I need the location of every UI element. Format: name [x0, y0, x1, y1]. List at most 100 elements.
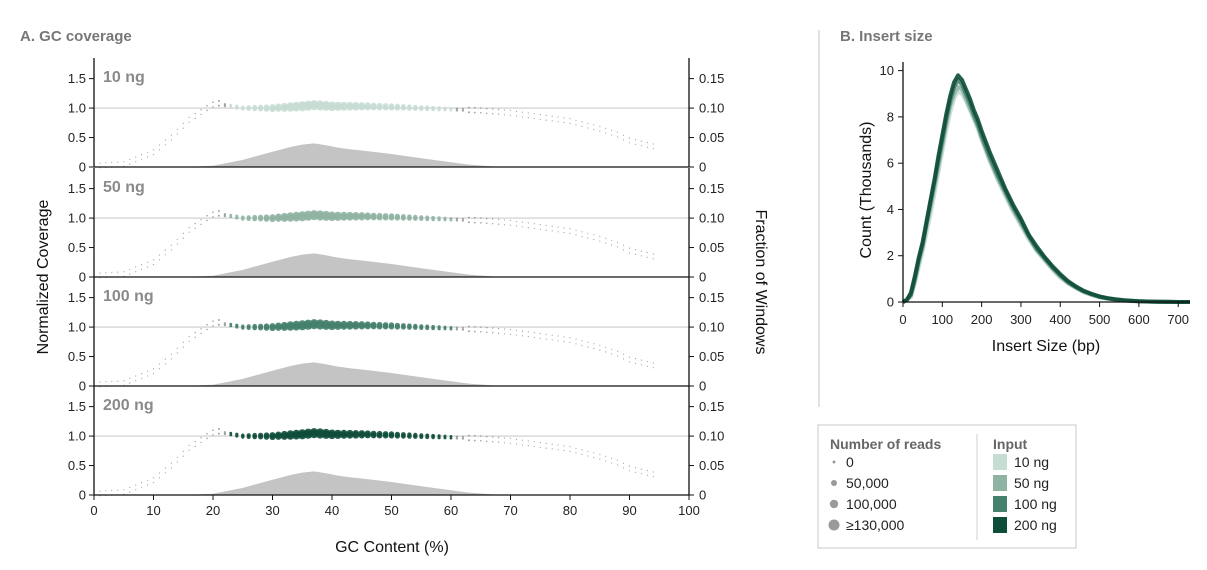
coverage-point [455, 219, 459, 222]
coverage-point [370, 430, 377, 437]
coverage-point [509, 333, 512, 335]
coverage-point [480, 107, 482, 109]
coverage-point [515, 115, 518, 117]
coverage-point [461, 217, 464, 220]
gc-y-tick-label-right: 0 [699, 488, 706, 503]
coverage-point [533, 223, 535, 225]
legend-reads-label: ≥130,000 [846, 517, 905, 533]
coverage-point [587, 455, 589, 457]
gc-y-tick-label-right: 0 [699, 379, 706, 394]
coverage-point [527, 117, 529, 119]
coverage-point [141, 377, 143, 379]
coverage-point [569, 341, 571, 343]
coverage-point [563, 341, 565, 343]
coverage-point [158, 477, 160, 479]
coverage-point [364, 430, 371, 437]
coverage-point [223, 213, 227, 216]
coverage-point [455, 217, 459, 220]
coverage-point [147, 266, 149, 268]
coverage-point [545, 229, 547, 231]
coverage-point [551, 115, 553, 117]
coverage-point [473, 221, 476, 224]
legend-box [817, 424, 1077, 549]
coverage-point [269, 432, 276, 439]
coverage-point [352, 321, 360, 328]
coverage-point [123, 489, 125, 491]
coverage-point [533, 336, 535, 339]
coverage-point [407, 432, 412, 438]
gc-coverage-title: A. GC coverage [20, 28, 132, 45]
coverage-point [551, 230, 553, 232]
coverage-point [599, 344, 601, 346]
coverage-point [188, 226, 190, 229]
coverage-point [135, 380, 137, 382]
coverage-point [497, 332, 500, 334]
insert-y-tick-label: 0 [887, 295, 894, 310]
coverage-point [241, 324, 245, 328]
coverage-point [467, 439, 470, 442]
gc-y-tick-label-right: 0.10 [699, 211, 724, 226]
coverage-point [443, 106, 447, 110]
coverage-point [497, 108, 500, 111]
coverage-point [485, 222, 488, 225]
coverage-point [557, 116, 559, 118]
coverage-point [135, 375, 137, 377]
coverage-point [503, 437, 506, 439]
coverage-point [413, 432, 418, 438]
coverage-point [223, 103, 227, 106]
coverage-point [340, 101, 348, 109]
coverage-point [269, 214, 276, 221]
coverage-point [170, 134, 172, 136]
legend-input-label: 100 ng [1014, 496, 1057, 512]
coverage-point [152, 373, 155, 375]
coverage-point [212, 101, 214, 103]
coverage-point [147, 484, 149, 486]
gc-y-axis-right-label: Fraction of Windows [752, 210, 769, 355]
coverage-point [182, 237, 184, 239]
coverage-point [419, 215, 424, 220]
coverage-point [533, 445, 535, 448]
coverage-point [509, 109, 512, 111]
coverage-point [545, 333, 547, 335]
insert-y-axis-label: Count (Thousands) [858, 122, 875, 259]
coverage-point [617, 350, 619, 352]
coverage-point [480, 435, 482, 437]
coverage-point [164, 467, 166, 469]
coverage-point [581, 231, 583, 233]
coverage-point [515, 110, 518, 112]
coverage-point [370, 212, 377, 219]
coverage-point [611, 457, 613, 459]
coverage-point [382, 213, 389, 219]
coverage-point [388, 322, 395, 328]
coverage-point [164, 249, 166, 251]
coverage-point [509, 437, 512, 439]
coverage-point [461, 437, 464, 440]
coverage-point [431, 215, 435, 220]
coverage-point [123, 380, 125, 382]
coverage-point [480, 217, 482, 219]
coverage-point [539, 224, 541, 226]
coverage-point [634, 471, 637, 473]
coverage-point [509, 442, 512, 444]
coverage-point [587, 122, 589, 124]
coverage-point [164, 363, 166, 365]
legend-input-label: 50 ng [1014, 475, 1049, 491]
coverage-point [194, 336, 196, 338]
legend-input-swatch [993, 475, 1007, 491]
coverage-point [622, 467, 625, 469]
coverage-point [431, 433, 435, 438]
coverage-point [217, 428, 220, 430]
coverage-point [141, 158, 143, 160]
coverage-point [328, 429, 336, 438]
coverage-point [563, 122, 565, 124]
coverage-point [581, 121, 583, 123]
coverage-point [164, 358, 166, 360]
coverage-point [129, 382, 131, 384]
coverage-point [223, 322, 227, 325]
coverage-point [509, 114, 512, 116]
coverage-point [358, 212, 366, 219]
coverage-point [646, 360, 649, 363]
coverage-point [611, 348, 613, 350]
coverage-point [328, 101, 336, 110]
coverage-point [611, 353, 613, 355]
